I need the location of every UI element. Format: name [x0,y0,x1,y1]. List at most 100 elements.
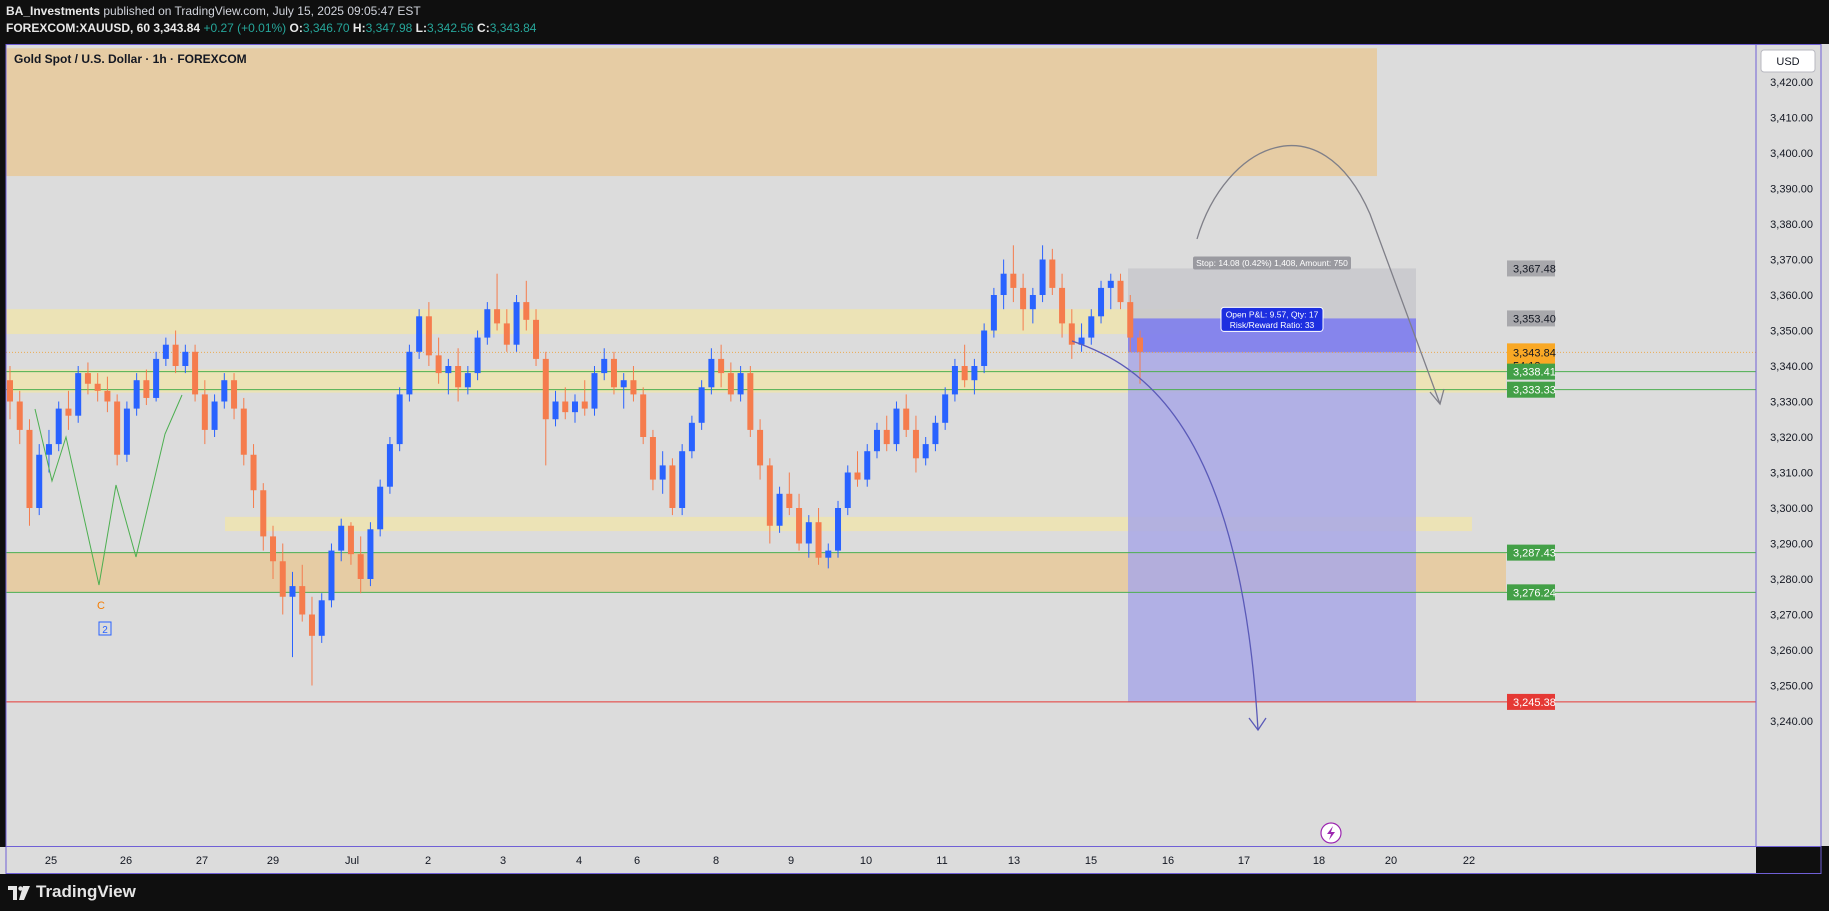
candle[interactable] [844,472,851,509]
drop-scenario-arrow[interactable] [1071,340,1259,731]
candle[interactable] [1088,316,1095,338]
currency-button[interactable]: USD [1760,49,1816,73]
candle[interactable] [562,401,569,413]
candle[interactable] [581,401,588,409]
candle[interactable] [1068,323,1075,345]
candle[interactable] [864,451,871,480]
candle[interactable] [455,366,462,388]
candle[interactable] [981,330,988,367]
candle[interactable] [416,316,423,352]
candle[interactable] [883,429,890,445]
candle[interactable] [669,465,676,508]
candle[interactable] [610,358,617,388]
candle[interactable] [796,508,803,544]
resistance-zone[interactable] [6,309,1200,335]
candle[interactable] [718,358,725,374]
candle[interactable] [406,351,413,395]
candle[interactable] [679,451,686,508]
candle[interactable] [172,344,179,366]
candle[interactable] [630,380,637,395]
candle[interactable] [1127,302,1134,338]
candle[interactable] [552,401,559,420]
candle[interactable] [221,380,228,402]
candle[interactable] [425,316,432,356]
candle[interactable] [279,561,286,597]
candle[interactable] [464,373,471,388]
candle[interactable] [513,302,520,345]
candle[interactable] [36,454,43,508]
replay-icon[interactable] [1320,822,1342,844]
candle[interactable] [192,351,199,395]
candle[interactable] [328,550,335,601]
candle[interactable] [26,429,33,508]
candle[interactable] [766,465,773,526]
candle[interactable] [747,373,754,430]
candle[interactable] [951,366,958,395]
candle[interactable] [75,373,82,416]
candle[interactable] [727,373,734,395]
candle[interactable] [971,366,978,381]
candle[interactable] [825,550,832,558]
candle[interactable] [903,408,910,430]
candle[interactable] [182,351,189,366]
candle[interactable] [708,358,715,388]
candle[interactable] [240,408,247,455]
candle[interactable] [942,394,949,423]
candle[interactable] [377,486,384,530]
candle[interactable] [572,401,578,413]
elliott-wave-line[interactable] [34,394,183,586]
candle[interactable] [104,390,111,402]
take-profit-area[interactable] [1128,318,1416,702]
price-scale-background[interactable] [1756,44,1829,846]
candle[interactable] [250,454,257,491]
candle[interactable] [133,380,140,409]
candle[interactable] [815,522,822,558]
candle[interactable] [835,508,842,551]
candle[interactable] [16,401,23,430]
plot-background[interactable] [6,44,1756,846]
candle[interactable] [757,429,764,466]
chart-area[interactable]: Stop: 14.08 (0.42%) 1,408, Amount: 750 Op… [0,44,1829,874]
candle[interactable] [143,380,150,398]
candle[interactable] [1059,287,1066,324]
candle[interactable] [445,366,452,374]
candle[interactable] [65,408,72,416]
candle[interactable] [201,394,208,430]
candle[interactable] [649,437,656,480]
candle[interactable] [620,380,627,388]
candle[interactable] [318,600,325,636]
candle[interactable] [990,295,997,331]
bounce-scenario-arrow[interactable] [1196,144,1441,405]
candle[interactable] [474,337,481,374]
level-price-tag[interactable] [1507,381,1555,398]
candle[interactable] [786,493,793,508]
candle[interactable] [1098,287,1105,317]
candle[interactable] [961,366,968,381]
candle[interactable] [533,319,540,359]
candle[interactable] [94,383,101,391]
candle[interactable] [776,493,783,526]
candle[interactable] [1010,273,1017,288]
candle[interactable] [260,490,267,537]
candle[interactable] [289,586,296,597]
time-axis-background[interactable] [0,847,1756,874]
candle[interactable] [1107,280,1114,288]
candle[interactable] [893,408,900,445]
candle[interactable] [338,525,345,551]
level-price-tag[interactable] [1507,363,1555,380]
author-name[interactable]: BA_Investments [6,4,101,18]
stop-price-tag[interactable] [1507,260,1555,277]
candle[interactable] [601,358,608,374]
candle[interactable] [123,408,130,455]
candle[interactable] [494,309,501,324]
candle[interactable] [435,355,442,374]
candle[interactable] [1000,273,1007,295]
candle[interactable] [1117,280,1124,303]
candle[interactable] [1049,259,1056,288]
candle[interactable] [737,373,744,395]
candle[interactable] [523,302,530,320]
footer-brand[interactable]: TradingView [8,882,136,902]
candle[interactable] [45,444,52,455]
candle[interactable] [873,429,880,452]
candle[interactable] [484,309,491,338]
